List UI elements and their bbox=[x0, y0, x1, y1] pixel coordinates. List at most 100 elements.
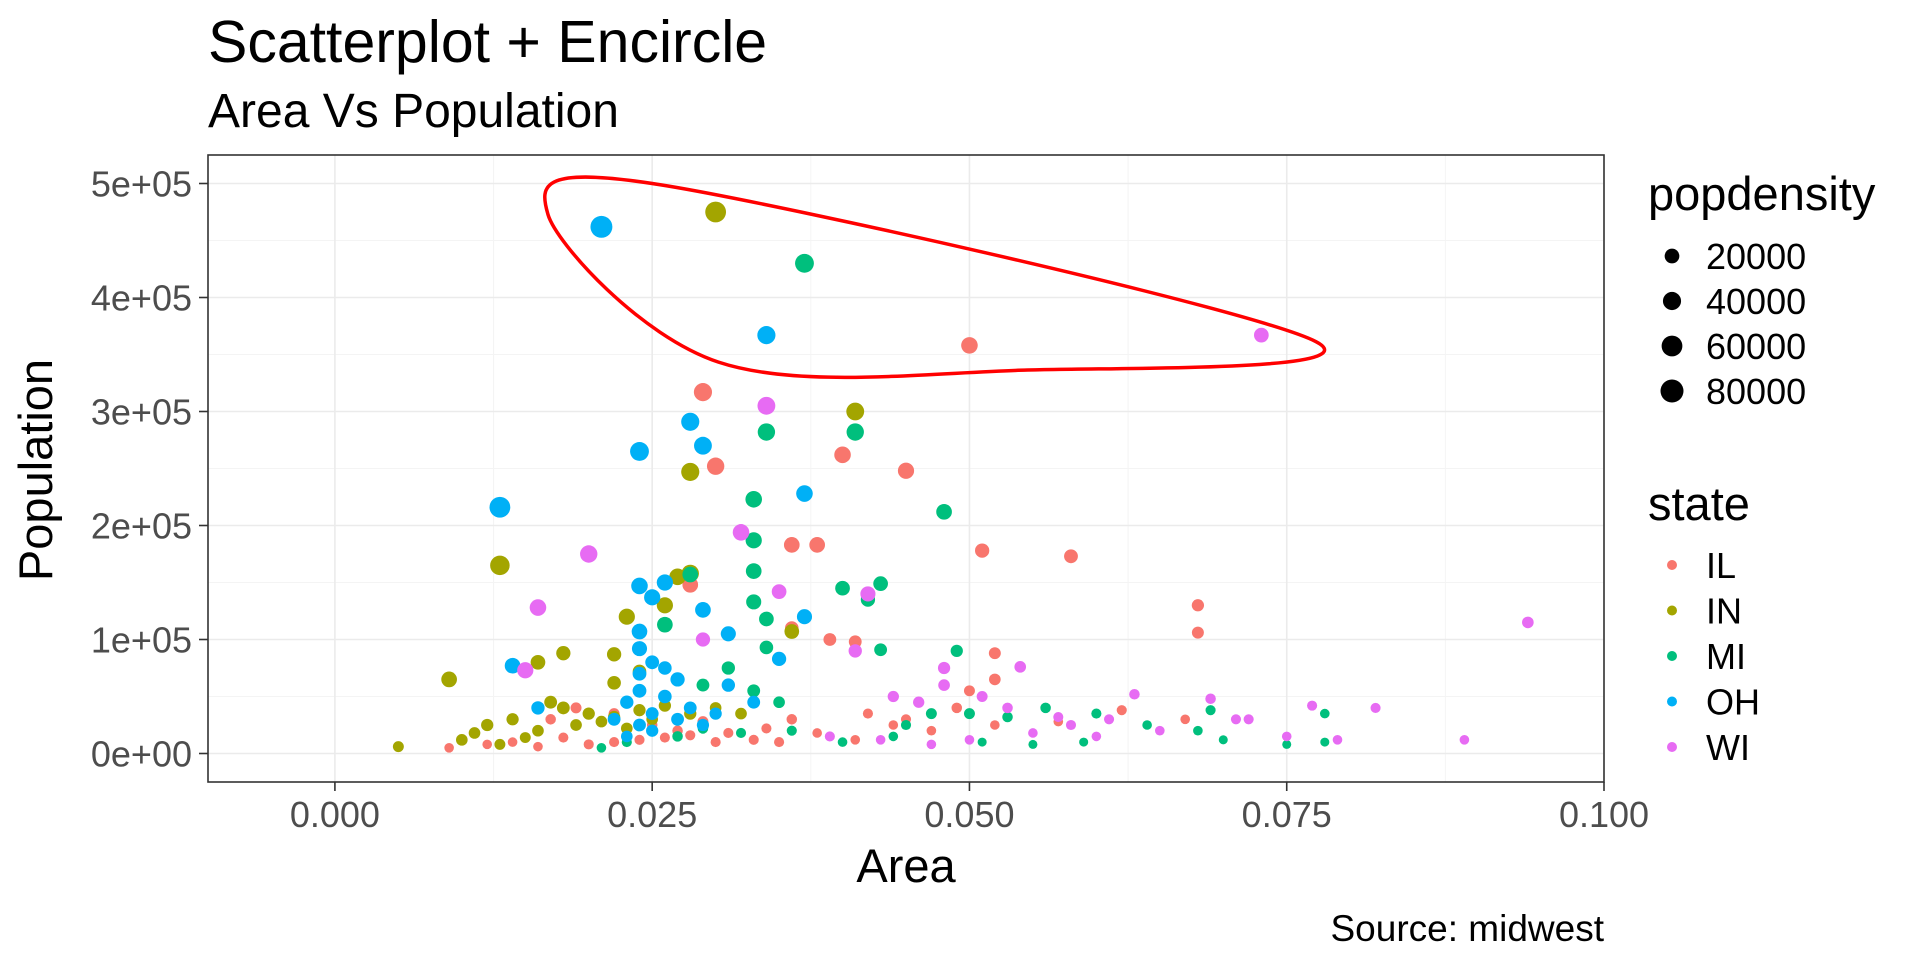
data-point-in bbox=[556, 646, 571, 661]
x-axis-ticks: 0.000 0.025 0.050 0.075 0.100 bbox=[290, 782, 1649, 835]
legend-size-label: 40000 bbox=[1706, 281, 1806, 322]
data-point-mi bbox=[1319, 708, 1330, 719]
data-point-wi bbox=[926, 739, 937, 750]
legend-color-label: WI bbox=[1706, 727, 1750, 768]
data-point-mi bbox=[657, 616, 673, 633]
encircled-point-wi bbox=[1253, 327, 1269, 343]
data-point-il bbox=[888, 720, 899, 730]
data-point-mi bbox=[888, 731, 899, 742]
data-point-mi bbox=[757, 423, 776, 441]
data-point-il bbox=[823, 633, 837, 646]
data-point-in bbox=[633, 704, 646, 717]
x-axis-label: Area bbox=[856, 839, 956, 892]
legend-color-key-wi bbox=[1667, 742, 1677, 752]
data-point-mi bbox=[874, 643, 888, 657]
data-point-mi bbox=[759, 611, 774, 627]
data-point-il bbox=[1116, 705, 1127, 716]
data-point-in bbox=[519, 732, 531, 744]
data-point-wi bbox=[1028, 728, 1038, 738]
data-point-wi bbox=[580, 545, 598, 563]
data-point-oh bbox=[645, 707, 659, 721]
data-point-oh bbox=[658, 689, 672, 704]
major-gridlines bbox=[208, 155, 1605, 782]
y-tick-label: 5e+05 bbox=[91, 164, 192, 205]
data-point-in bbox=[556, 701, 570, 715]
data-point-il bbox=[989, 673, 1001, 686]
data-point-il bbox=[710, 737, 721, 748]
data-point-il bbox=[809, 537, 826, 553]
data-point-il bbox=[748, 734, 759, 745]
data-point-oh bbox=[796, 609, 813, 625]
data-point-mi bbox=[1040, 702, 1051, 714]
data-point-il bbox=[533, 741, 543, 752]
x-tick-label: 0.025 bbox=[607, 794, 697, 835]
data-point-mi bbox=[1002, 711, 1013, 723]
data-point-oh bbox=[631, 623, 648, 640]
data-point-wi bbox=[1129, 688, 1140, 700]
data-point-oh bbox=[633, 718, 646, 732]
legend-color-key-mi bbox=[1667, 651, 1677, 661]
data-point-in bbox=[544, 695, 558, 709]
data-point-mi bbox=[1091, 708, 1102, 719]
data-point-il bbox=[897, 462, 915, 479]
data-point-oh bbox=[695, 602, 711, 618]
data-point-oh bbox=[696, 718, 710, 732]
data-point-il bbox=[583, 739, 594, 750]
data-point-in bbox=[681, 462, 700, 481]
data-point-in bbox=[669, 568, 686, 586]
data-point-oh bbox=[709, 707, 722, 720]
data-point-in bbox=[494, 738, 506, 750]
data-point-oh bbox=[607, 712, 621, 726]
legend-color-label: IN bbox=[1706, 591, 1742, 632]
data-point-mi bbox=[1282, 739, 1292, 749]
data-point-wi bbox=[1332, 735, 1343, 745]
x-tick-label: 0.075 bbox=[1242, 794, 1332, 835]
data-point-in bbox=[595, 715, 608, 728]
data-point-il bbox=[850, 735, 861, 745]
data-point-oh bbox=[489, 496, 511, 518]
data-point-wi bbox=[860, 586, 876, 602]
data-point-wi bbox=[1230, 714, 1242, 725]
data-point-oh bbox=[747, 695, 761, 709]
data-point-wi bbox=[1370, 702, 1381, 713]
data-point-oh bbox=[630, 441, 649, 461]
data-point-wi bbox=[1243, 714, 1254, 725]
data-point-in bbox=[570, 719, 582, 731]
data-point-wi bbox=[848, 644, 862, 658]
data-point-oh bbox=[620, 695, 634, 709]
data-point-il bbox=[975, 543, 990, 558]
data-point-in bbox=[607, 676, 621, 690]
data-point-mi bbox=[925, 708, 937, 720]
data-point-mi bbox=[1193, 725, 1203, 736]
data-point-mi bbox=[950, 644, 963, 658]
data-point-in bbox=[455, 733, 468, 746]
data-point-il bbox=[659, 732, 670, 743]
data-point-in bbox=[530, 654, 546, 670]
data-point-in bbox=[606, 647, 622, 662]
data-point-wi bbox=[695, 632, 711, 647]
minor-gridlines bbox=[208, 155, 1604, 782]
data-point-il bbox=[1191, 599, 1205, 612]
data-point-oh bbox=[771, 651, 787, 667]
y-tick-label: 3e+05 bbox=[91, 392, 192, 433]
data-point-in bbox=[392, 741, 404, 753]
data-point-wi bbox=[1205, 693, 1216, 705]
data-point-in bbox=[784, 624, 800, 639]
legend-size-label: 20000 bbox=[1706, 236, 1806, 277]
encircled-point-il bbox=[961, 337, 978, 354]
x-tick-label: 0.100 bbox=[1559, 794, 1649, 835]
data-point-il bbox=[862, 708, 873, 719]
y-axis-label: Population bbox=[9, 359, 62, 581]
data-point-il bbox=[774, 737, 785, 748]
data-point-in bbox=[490, 555, 510, 576]
legend-size-key bbox=[1661, 335, 1683, 357]
data-point-il bbox=[444, 742, 454, 753]
legend-size-title: popdensity bbox=[1648, 167, 1876, 220]
data-point-wi bbox=[1014, 661, 1027, 673]
data-point-oh bbox=[671, 712, 684, 726]
data-point-wi bbox=[1522, 616, 1534, 629]
data-point-mi bbox=[1142, 720, 1152, 730]
legend-color-key-in bbox=[1667, 605, 1677, 616]
